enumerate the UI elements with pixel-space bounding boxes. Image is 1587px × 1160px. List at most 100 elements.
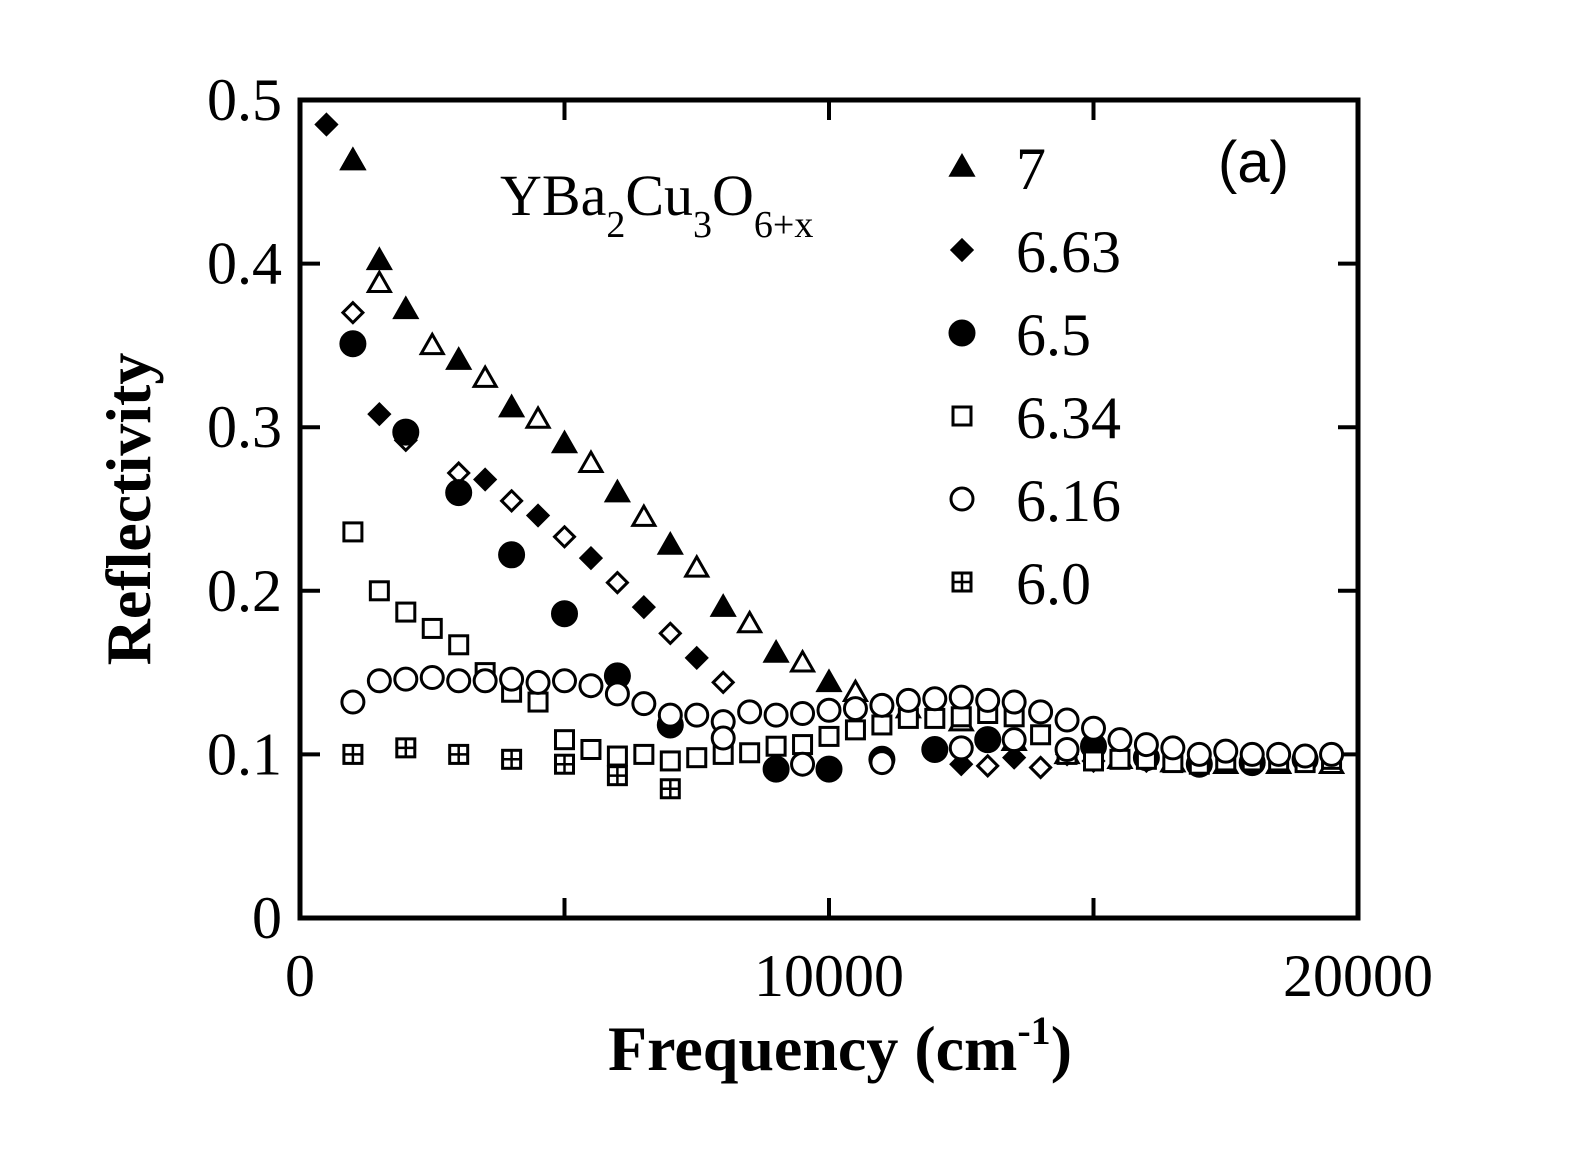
legend-marker-6-5	[948, 319, 976, 347]
data-point-6-16	[922, 686, 948, 712]
data-point-6-34	[871, 714, 893, 736]
data-point-6-63-filled	[684, 645, 709, 670]
y-tick-label: 0	[252, 885, 282, 951]
tick-marks	[298, 98, 1360, 920]
data-point-6-34	[950, 706, 972, 728]
data-point-6-16	[869, 692, 895, 718]
data-point-6-16	[1160, 735, 1186, 761]
data-point-7-filled	[445, 346, 473, 370]
data-point-6-34	[659, 750, 681, 772]
data-point-6-16	[1239, 741, 1265, 767]
data-point-6-16	[948, 735, 974, 761]
data-points	[314, 112, 1346, 800]
data-point-6-16	[684, 702, 710, 728]
y-tick-label: 0.5	[207, 67, 282, 133]
data-point-6-16	[393, 666, 419, 692]
data-point-6-34	[924, 707, 946, 729]
data-point-6-16	[1081, 715, 1106, 741]
data-point-7-filled	[709, 593, 737, 617]
data-point-6-16	[419, 665, 445, 691]
data-point-6-0	[554, 753, 575, 775]
y-tick-label: 0.4	[207, 231, 282, 297]
data-point-6-0	[448, 743, 470, 765]
data-point-6-16	[552, 668, 577, 694]
data-point-6-5	[392, 418, 420, 446]
data-point-6-16	[895, 687, 921, 713]
data-point-6-16	[446, 668, 472, 694]
data-point-7	[736, 609, 764, 634]
data-point-6-63-filled	[314, 112, 339, 137]
data-point-6-16	[1319, 741, 1345, 767]
data-point-7	[683, 553, 711, 578]
data-point-6-5	[339, 330, 367, 358]
data-point-6-63-filled	[473, 467, 498, 492]
data-point-7	[524, 404, 552, 429]
data-point-6-16	[1213, 738, 1239, 764]
data-point-6-5	[551, 600, 578, 628]
y-tick-label: 0.1	[207, 721, 282, 787]
data-point-6-63-filled	[631, 595, 656, 620]
data-point-6-16	[948, 684, 974, 710]
data-point-7-filled	[392, 295, 420, 320]
legend-label-6-63: 6.63	[1016, 219, 1121, 285]
data-point-6-34	[448, 634, 470, 656]
data-point-7-filled	[656, 530, 684, 555]
legend-label-6-34: 6.34	[1016, 385, 1121, 451]
x-tick-label: 20000	[1283, 943, 1433, 1009]
data-point-6-63	[711, 670, 736, 695]
data-point-6-0	[342, 743, 364, 765]
data-point-6-34	[686, 747, 708, 769]
data-point-6-16	[790, 701, 816, 726]
data-point-7-filled	[550, 429, 579, 454]
data-point-6-34	[395, 601, 417, 623]
data-point-6-63-filled	[367, 401, 392, 427]
data-point-6-34	[765, 735, 787, 757]
data-point-6-63-filled	[578, 545, 604, 571]
legend-label-6-16: 6.16	[1016, 468, 1121, 534]
legend: 7 6.63 6.5 6.34 6.16 6.0	[948, 136, 1121, 617]
data-point-6-34	[1109, 748, 1131, 770]
data-point-7-filled	[339, 146, 367, 171]
data-point-6-16	[1186, 741, 1212, 767]
data-point-6-16	[1001, 689, 1027, 715]
data-point-6-0	[501, 748, 523, 770]
data-point-6-16	[1001, 727, 1027, 753]
data-point-6-34	[606, 745, 628, 767]
y-tick-label: 0.3	[207, 394, 282, 460]
data-point-6-34	[368, 580, 390, 602]
data-point-6-16	[1054, 736, 1080, 762]
data-point-6-16	[578, 673, 604, 699]
data-point-6-5	[921, 735, 949, 763]
data-point-6-0	[395, 737, 417, 759]
data-point-6-34	[580, 738, 602, 760]
data-point-7-filled	[603, 478, 631, 503]
data-point-6-16	[816, 697, 842, 723]
data-point-6-16	[604, 681, 630, 707]
data-point-6-63-filled	[525, 503, 551, 528]
legend-marker-7	[948, 152, 976, 177]
legend-marker-6-63	[949, 237, 975, 263]
data-point-6-16	[975, 687, 1001, 713]
data-point-7-filled	[762, 638, 790, 663]
data-point-6-0	[659, 778, 681, 800]
data-point-6-63	[340, 300, 366, 325]
data-point-6-16	[657, 702, 683, 728]
data-point-6-34	[633, 743, 655, 765]
data-point-6-16	[790, 751, 816, 777]
data-point-6-34	[818, 725, 840, 747]
legend-marker-6-16	[949, 486, 975, 512]
data-point-6-16	[1292, 743, 1318, 769]
plot-frame	[297, 97, 1361, 921]
data-point-7	[471, 364, 499, 388]
data-point-6-63-filled	[1002, 745, 1027, 770]
data-point-6-5	[445, 479, 473, 507]
data-point-6-16	[1054, 707, 1080, 733]
series-6-34	[342, 521, 1343, 775]
data-point-6-63	[605, 570, 630, 595]
data-point-6-16	[1107, 727, 1133, 753]
data-point-6-16	[842, 696, 868, 722]
data-point-6-63	[552, 524, 577, 549]
legend-label-7: 7	[1016, 136, 1046, 202]
